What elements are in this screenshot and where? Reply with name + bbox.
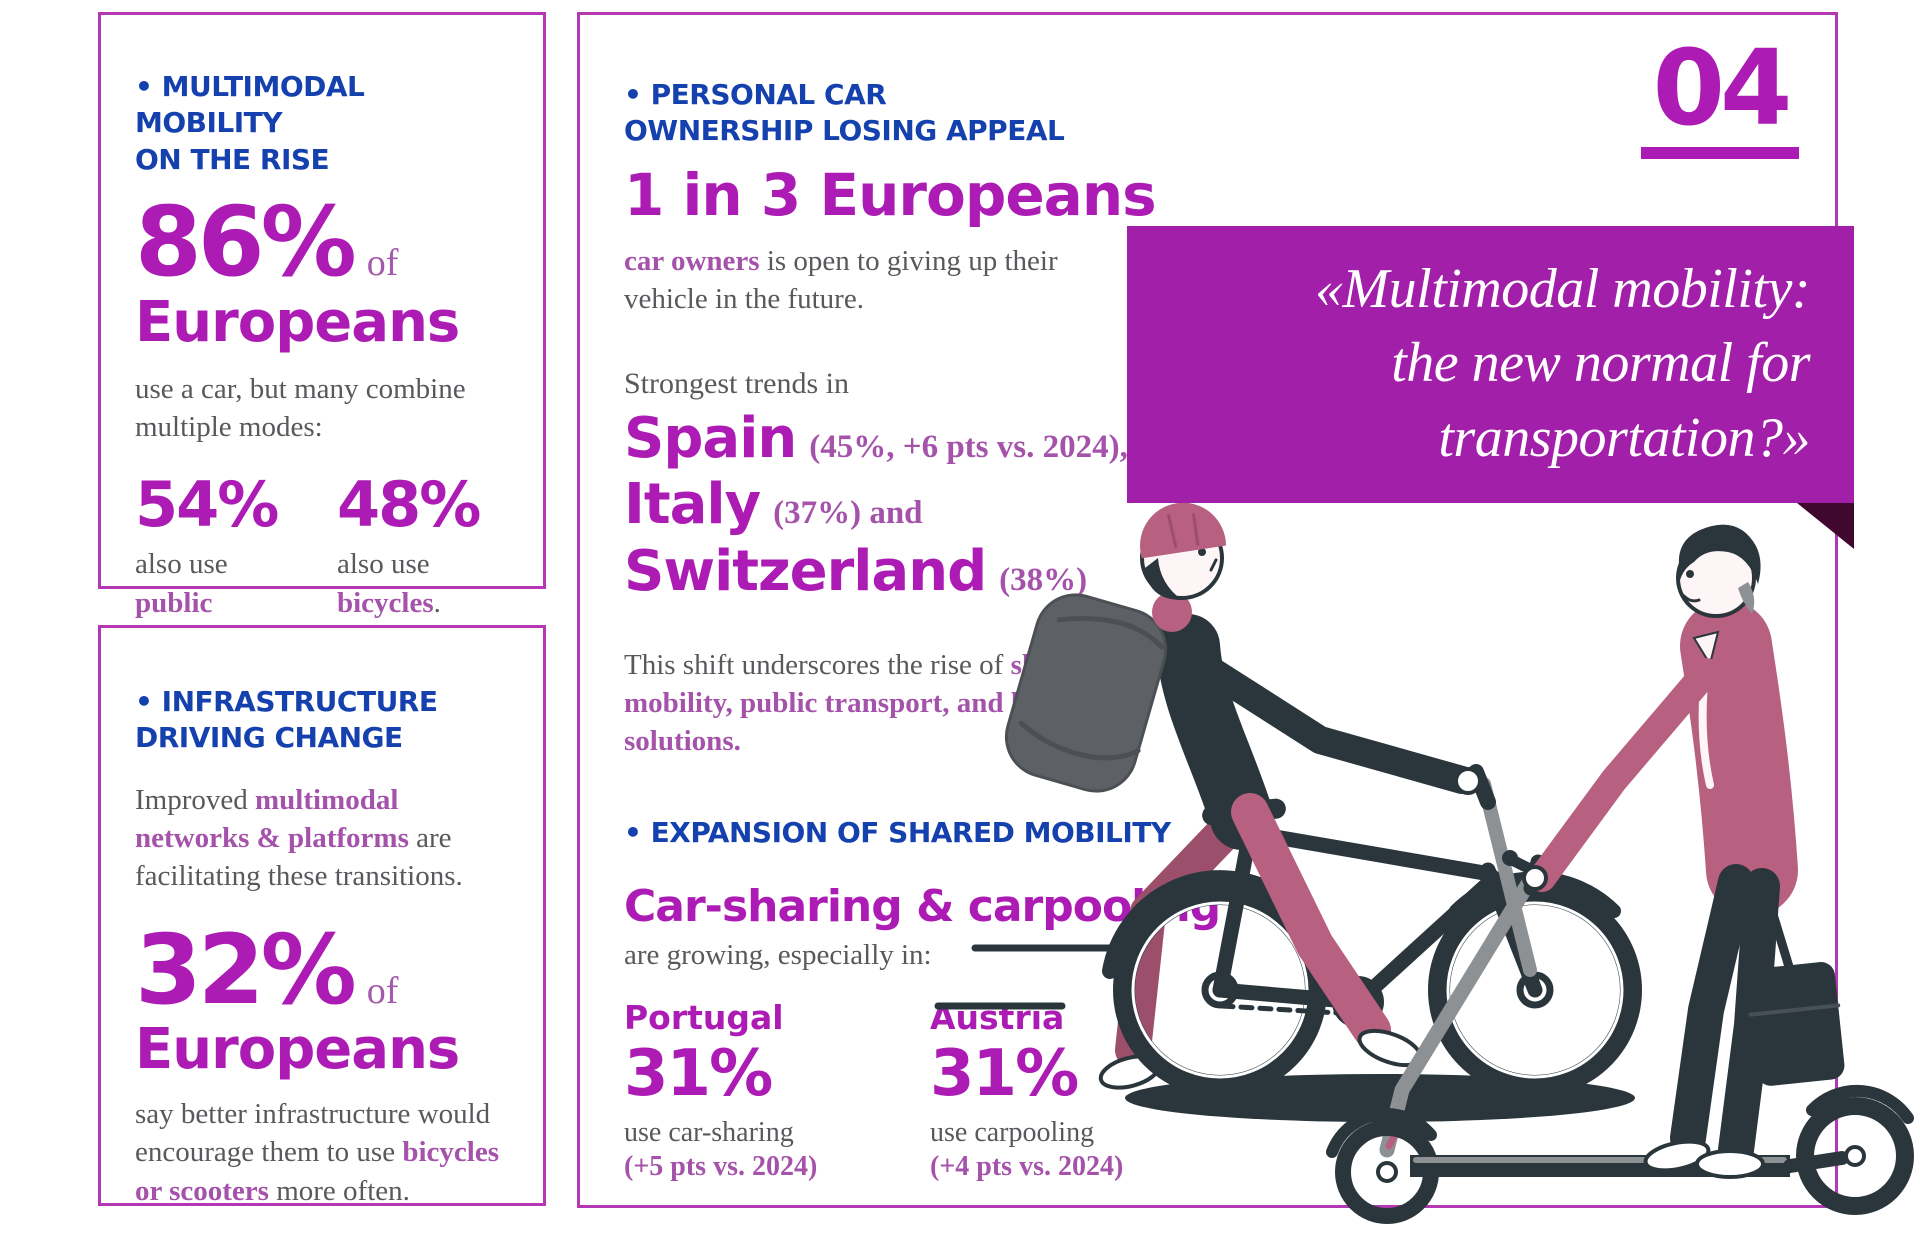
infrastructure-box: • INFRASTRUCTURE DRIVING CHANGE Improved… — [98, 625, 546, 1207]
personal-car-headline: 1 in 3 Europeans — [624, 160, 1157, 229]
expansion-header: • EXPANSION OF SHARED MOBILITY — [624, 815, 1171, 849]
scooter-rider — [1522, 524, 1845, 1179]
multimodal-stat-of: of — [366, 242, 399, 285]
stat-delta: (+4 pts vs. 2024) — [930, 1151, 1124, 1183]
multimodal-mobility-box: • MULTIMODAL MOBILITY ON THE RISE 86% of … — [98, 12, 546, 657]
multimodal-stat-value: 86% — [135, 186, 357, 299]
multimodal-header-line2: ON THE RISE — [135, 142, 330, 176]
personal-car-header-line1: • PERSONAL CAR — [624, 78, 887, 111]
quote-line3: transportation?» — [1438, 406, 1810, 469]
personal-car-paragraph: car owners is open to giving up their ve… — [624, 244, 1058, 315]
expansion-stat-portugal: Portugal 31% use car-sharing (+5 pts vs.… — [624, 998, 874, 1183]
shoulder-bag — [1747, 962, 1845, 1086]
multimodal-header: • MULTIMODAL MOBILITY ON THE RISE — [135, 69, 513, 178]
infrastructure-header-line2: DRIVING CHANGE — [135, 721, 403, 755]
personal-car-header: • PERSONAL CAR OWNERSHIP LOSING APPEAL — [624, 77, 1805, 150]
trend-country-switzerland: Switzerland (38%) — [624, 539, 1088, 605]
quote-banner: «Multimodal mobility: the new normal for… — [1127, 226, 1854, 503]
infrastructure-stat-row: 32% of — [135, 921, 513, 1020]
infrastructure-paragraph: Improved multimodal networks & platforms… — [135, 783, 463, 893]
page-number-underline — [1641, 147, 1799, 160]
stat-caption: use carpooling — [930, 1116, 1095, 1148]
stat-value: 31% — [930, 1037, 1079, 1112]
multimodal-header-line1: • MULTIMODAL MOBILITY — [135, 70, 365, 140]
multimodal-illustration — [934, 502, 1914, 1224]
infrastructure-header: • INFRASTRUCTURE DRIVING CHANGE — [135, 684, 513, 757]
substat-value: 48% — [337, 468, 481, 542]
stat-caption: use car-sharing — [624, 1116, 794, 1148]
stat-value: 31% — [624, 1037, 773, 1112]
infrastructure-header-line1: • INFRASTRUCTURE — [135, 685, 438, 718]
personal-car-header-line2: OWNERSHIP LOSING APPEAL — [624, 114, 1065, 148]
backpack — [1004, 593, 1168, 793]
substat-value: 54% — [135, 468, 279, 542]
quote-line2: the new normal for — [1391, 332, 1810, 395]
substat-bicycles: 48% also use bicycles. — [337, 472, 513, 660]
quote-line1: «Multimodal mobility: — [1314, 258, 1811, 320]
multimodal-stat-row: 86% of — [135, 193, 513, 292]
trend-intro: Strongest trends in — [624, 367, 849, 401]
stat-country: Portugal — [624, 998, 784, 1038]
expansion-subtitle: are growing, especially in: — [624, 939, 932, 972]
stat-delta: (+5 pts vs. 2024) — [624, 1151, 818, 1183]
infrastructure-stat-subject: Europeans — [135, 1017, 460, 1083]
infrastructure-caption: say better infrastructure would encourag… — [135, 1098, 499, 1207]
trend-country-spain: Spain (45%, +6 pts vs. 2024), — [624, 405, 1128, 471]
infrastructure-stat-of: of — [366, 969, 399, 1012]
infrastructure-stat-value: 32% — [135, 913, 357, 1026]
multimodal-stat-subject: Europeans — [135, 290, 460, 356]
substat-caption: also use bicycles. — [337, 548, 441, 619]
page-number: 04 — [1641, 27, 1799, 160]
multimodal-description: use a car, but many combine multiple mod… — [135, 372, 466, 443]
trend-country-italy: Italy (37%) and — [624, 472, 923, 538]
cyclist — [1004, 502, 1482, 1068]
helmet — [1140, 502, 1227, 559]
page-number-value: 04 — [1652, 27, 1793, 149]
